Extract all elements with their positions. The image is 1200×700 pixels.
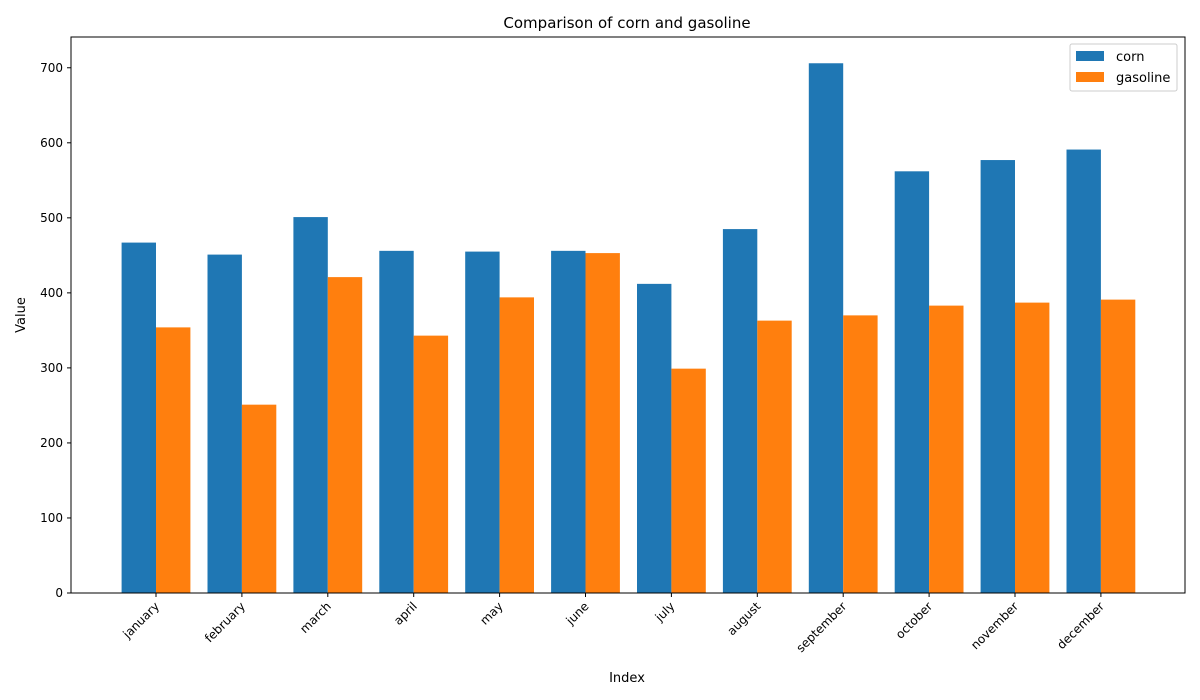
bar-gasoline-february [241, 404, 277, 593]
bar-gasoline-june [585, 253, 620, 593]
y-tick-label: 300 [40, 361, 63, 375]
bar-gasoline-august [757, 320, 792, 593]
x-tick-label: march [297, 599, 334, 636]
x-tick-label: february [202, 599, 248, 645]
y-tick-label: 500 [40, 211, 63, 225]
bar-gasoline-april [413, 335, 449, 593]
legend-swatch-gasoline [1076, 72, 1104, 82]
y-tick-label: 600 [40, 136, 63, 150]
legend-label-corn: corn [1116, 50, 1144, 65]
bar-corn-june [551, 250, 586, 593]
bar-corn-march [293, 217, 328, 593]
x-tick-label: november [968, 599, 1021, 652]
y-axis: 0 100 200 300 400 500 600 700 [40, 61, 71, 600]
legend-swatch-corn [1076, 51, 1104, 61]
x-tick-label: july [652, 599, 678, 625]
bar-corn-february [207, 254, 242, 593]
legend: corn gasoline [1069, 43, 1178, 92]
bar-gasoline-september [843, 315, 878, 593]
x-tick-label: may [477, 599, 505, 627]
bar-gasoline-january [156, 327, 191, 593]
bars [121, 63, 1136, 594]
bar-corn-december [1066, 149, 1101, 594]
y-axis-title: Value [14, 297, 29, 333]
x-tick-label: october [893, 599, 935, 641]
x-axis-title: Index [609, 671, 645, 686]
y-tick-label: 700 [40, 61, 63, 75]
y-tick-label: 200 [40, 436, 63, 450]
x-tick-label: june [563, 599, 592, 628]
bar-gasoline-march [327, 277, 363, 593]
bar-corn-april [379, 250, 414, 593]
legend-label-gasoline: gasoline [1116, 71, 1170, 86]
chart-title: Comparison of corn and gasoline [503, 14, 750, 32]
bar-corn-august [722, 229, 758, 593]
x-tick-label: august [724, 599, 763, 638]
bar-gasoline-december [1100, 299, 1136, 593]
bar-corn-october [894, 171, 930, 593]
x-tick-label: april [391, 599, 420, 628]
y-tick-label: 0 [55, 586, 63, 600]
bar-corn-november [980, 160, 1015, 593]
bar-gasoline-november [1015, 302, 1050, 593]
y-tick-label: 100 [40, 511, 63, 525]
x-axis: january february march april may june july augu… [119, 593, 1107, 655]
y-tick-label: 400 [40, 286, 63, 300]
bar-corn-july [637, 283, 672, 593]
bar-corn-january [121, 242, 156, 593]
x-tick-label: september [793, 599, 849, 655]
x-tick-label: january [119, 599, 162, 642]
bar-corn-september [808, 63, 844, 594]
bar-gasoline-july [671, 368, 706, 593]
bar-gasoline-october [929, 305, 964, 593]
bar-gasoline-may [499, 297, 534, 593]
bar-corn-may [465, 251, 500, 593]
x-tick-label: december [1054, 599, 1107, 652]
plot-frame [70, 36, 1186, 594]
